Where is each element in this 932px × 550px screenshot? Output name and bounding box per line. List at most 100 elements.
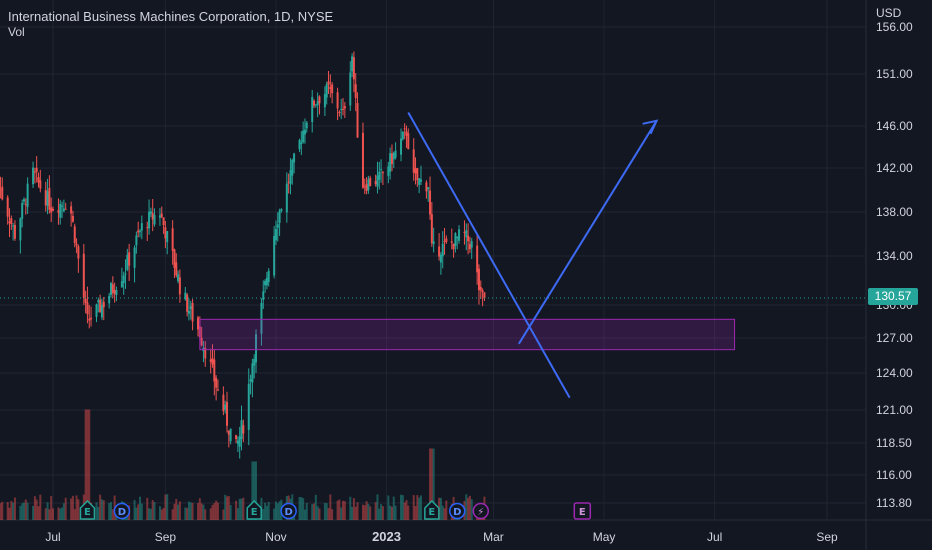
candle-body xyxy=(6,197,9,217)
x-tick-label: Mar xyxy=(483,530,504,544)
candle-body xyxy=(75,243,78,246)
candle-body xyxy=(177,274,180,282)
candle-body xyxy=(361,132,364,188)
candle-body xyxy=(178,277,181,295)
volume-bar xyxy=(227,496,230,520)
candle-body xyxy=(200,337,203,346)
candle-body xyxy=(305,122,308,129)
volume-bar xyxy=(211,504,214,520)
candle-body xyxy=(32,167,35,185)
volume-bar xyxy=(342,500,345,520)
candle-body xyxy=(86,302,89,315)
volume-bar xyxy=(226,496,229,520)
candle-body xyxy=(171,228,174,251)
support-zone-rectangle xyxy=(199,318,736,351)
volume-bar xyxy=(222,509,225,520)
candle-body xyxy=(274,228,277,241)
volume-bar xyxy=(253,461,256,520)
candle-body xyxy=(73,226,76,243)
volume-bar xyxy=(135,507,138,520)
candle-body xyxy=(316,101,319,106)
candle-body xyxy=(216,389,219,391)
candle-body xyxy=(336,92,339,109)
volume-bar xyxy=(64,497,67,520)
volume-bar xyxy=(392,496,395,520)
volume-bar xyxy=(59,508,62,520)
candle-body xyxy=(285,183,288,213)
candle-body xyxy=(211,358,214,365)
x-tick-label: Sep xyxy=(816,530,838,544)
volume-bar xyxy=(39,494,42,520)
event-marker-split xyxy=(472,502,490,520)
volume-bar xyxy=(110,502,113,520)
candle-body xyxy=(235,435,238,440)
volume-bar xyxy=(197,503,200,520)
event-marker-label: D xyxy=(284,507,292,518)
candle-body xyxy=(153,214,156,225)
event-marker-label: E xyxy=(428,507,435,518)
volume-bar xyxy=(302,498,305,520)
trend-line xyxy=(517,120,658,345)
volume-bar xyxy=(262,508,265,520)
candle-body xyxy=(249,379,252,382)
volume-bar xyxy=(363,505,366,520)
candle-body xyxy=(46,191,49,206)
candle-body xyxy=(452,243,455,250)
candle-body xyxy=(191,303,194,322)
volume-bar xyxy=(338,499,341,520)
volume-bar xyxy=(445,500,448,520)
volume-bar xyxy=(298,497,301,520)
candle-body xyxy=(148,211,151,229)
candle-body xyxy=(481,290,484,293)
candle-body xyxy=(238,436,241,447)
volume-bar xyxy=(52,508,54,520)
volume-bar xyxy=(13,497,16,520)
volume-bar xyxy=(12,502,15,520)
candle-body xyxy=(325,84,328,98)
candle-body xyxy=(52,208,54,211)
candle-body xyxy=(12,225,15,227)
candle-body xyxy=(342,108,345,110)
volume-bar xyxy=(10,501,13,520)
x-tick-label: Sep xyxy=(155,530,177,544)
volume-bar xyxy=(160,509,163,520)
volume-bar xyxy=(229,505,232,520)
y-tick-label: 138.00 xyxy=(876,205,913,219)
volume-bar xyxy=(108,503,111,520)
volume-bar xyxy=(200,503,203,520)
candle-body xyxy=(251,363,254,383)
candle-body xyxy=(340,108,343,110)
candle-body xyxy=(13,224,16,239)
candle-body xyxy=(267,270,270,283)
candle-body xyxy=(289,170,292,184)
candle-body xyxy=(224,404,227,410)
candle-body xyxy=(441,243,444,257)
volume-bar xyxy=(191,502,194,520)
volume-bar xyxy=(414,505,417,520)
volume-bar xyxy=(407,505,410,520)
volume-bar xyxy=(313,503,316,520)
y-tick-label: 118.50 xyxy=(876,436,912,450)
candle-body xyxy=(128,252,131,266)
candle-body xyxy=(403,128,406,130)
candle-body xyxy=(70,206,73,214)
volume-bar xyxy=(146,497,149,520)
candle-body xyxy=(113,289,116,294)
volume-bar xyxy=(62,503,65,520)
volume-indicator-label[interactable]: Vol xyxy=(8,25,25,39)
candle-body xyxy=(135,235,138,246)
volume-bar xyxy=(356,502,359,520)
candle-body xyxy=(120,281,123,288)
candle-body xyxy=(10,218,13,224)
candle-body xyxy=(39,180,42,189)
volume-bar xyxy=(204,509,207,520)
candle-body xyxy=(303,129,306,135)
volume-bar xyxy=(171,509,174,520)
volume-bar xyxy=(470,499,473,520)
candle-body xyxy=(88,318,91,321)
candle-body xyxy=(302,130,305,143)
candle-body xyxy=(90,317,93,320)
currency-label[interactable]: USD xyxy=(876,6,902,20)
candle-body xyxy=(149,211,152,214)
